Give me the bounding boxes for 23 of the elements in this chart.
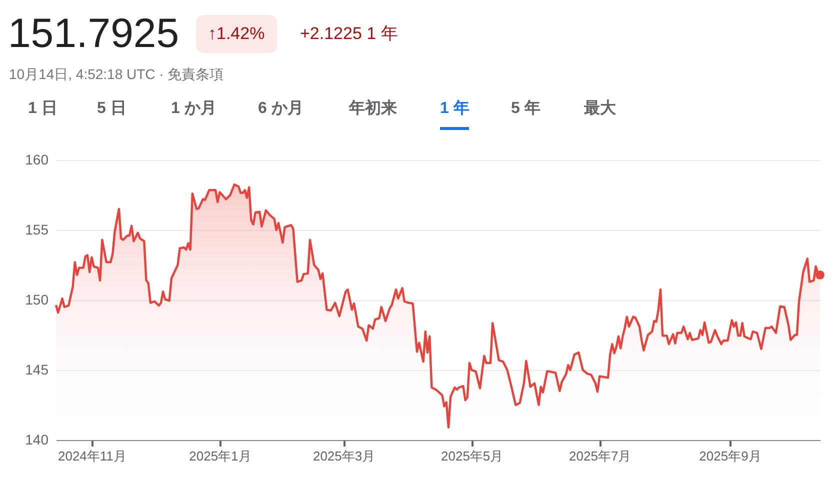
text: 5 日 — [97, 99, 126, 119]
chart-title: 151.7925 — [8, 10, 180, 57]
text: +2.1225 1 年 — [300, 23, 398, 45]
x-tick-label: 2025年3月 — [312, 448, 376, 464]
text: 1 か月 — [171, 99, 216, 119]
text: ↑1.42% — [196, 15, 277, 53]
text: 年初来 — [349, 98, 397, 119]
y-tick-label: 150 — [25, 292, 49, 308]
y-tick-label: 140 — [25, 432, 49, 448]
y-tick-label: 160 — [25, 152, 49, 168]
text: 1 年 — [440, 98, 470, 130]
y-tick-label: 155 — [25, 222, 49, 238]
x-tick-label: 2025年1月 — [189, 448, 252, 464]
y-tick-label: 145 — [25, 362, 49, 378]
x-tick-label: 2025年7月 — [569, 448, 632, 464]
text: 5 年 — [511, 98, 540, 119]
text: 最大 — [584, 98, 616, 119]
text: 6 か月 — [258, 99, 304, 119]
text: 1 日 — [28, 99, 58, 119]
x-tick-label: 2025年5月 — [441, 448, 504, 464]
x-tick-label: 2025年9月 — [699, 448, 762, 464]
x-tick-label: 2024年11月 — [58, 448, 126, 464]
chart-subtitle: 10月14日, 4:52:18 UTC · 免責条項 — [9, 66, 224, 84]
